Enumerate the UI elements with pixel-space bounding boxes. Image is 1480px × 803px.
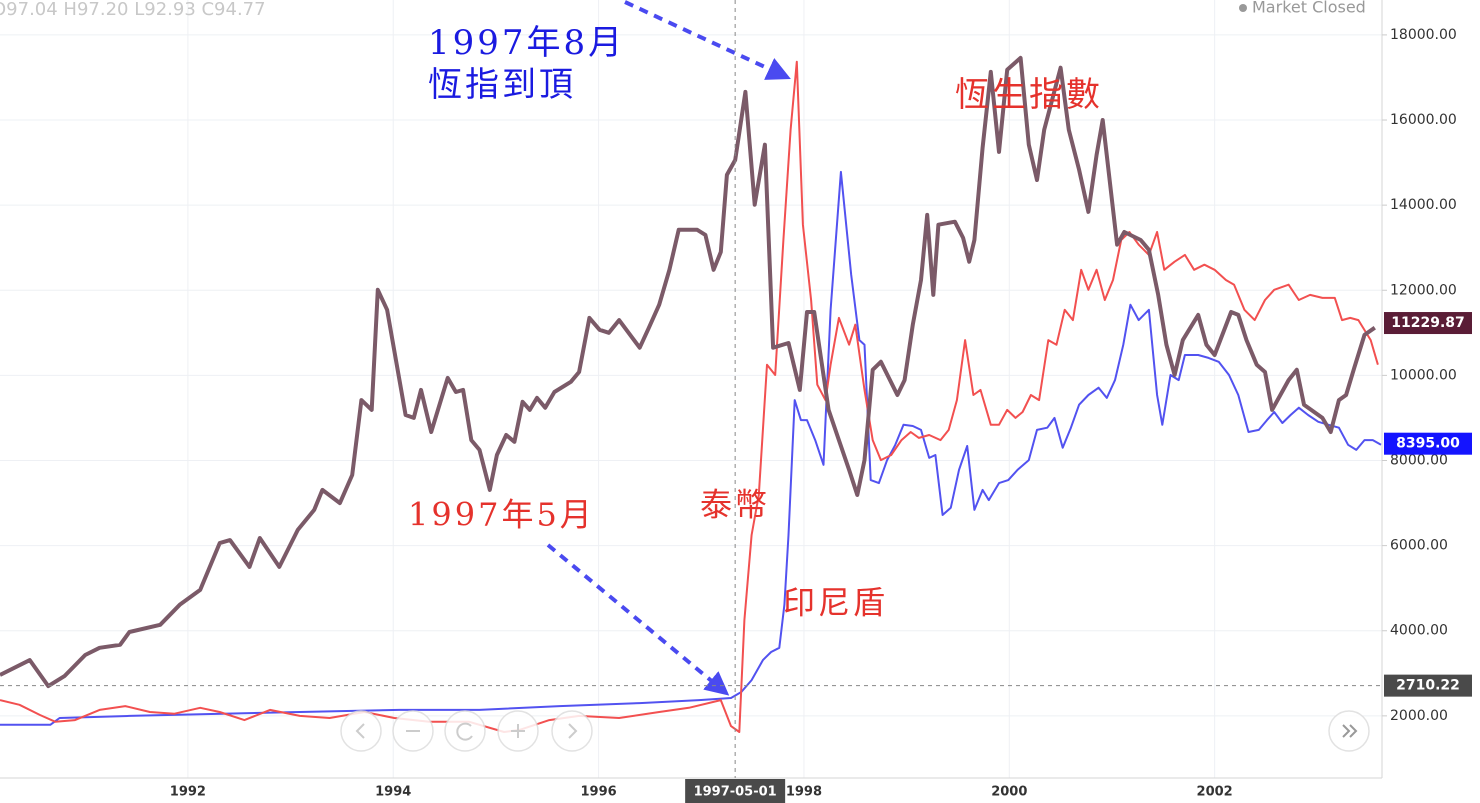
arrow xyxy=(624,0,791,80)
icon xyxy=(568,723,578,739)
crosshair-y-label: 2710.22 xyxy=(1396,678,1460,694)
series-line xyxy=(0,55,1376,689)
x-tick-label: 2000 xyxy=(991,785,1027,800)
icon xyxy=(355,723,365,739)
scroll-left-button[interactable] xyxy=(340,710,382,752)
icon xyxy=(456,722,473,741)
x-tick-label: 1996 xyxy=(580,785,616,800)
grid xyxy=(0,0,1382,778)
price-tag-box xyxy=(1384,312,1472,335)
y-tick-label: 4000.00 xyxy=(1390,623,1448,639)
y-tick-label: 18000.00 xyxy=(1390,27,1457,43)
x-tick-label: 1994 xyxy=(375,785,411,800)
y-tick-label: 8000.00 xyxy=(1390,453,1448,469)
nav-buttons xyxy=(340,710,1370,752)
annotation: 1997年5月 xyxy=(408,496,595,534)
crosshair-y-box xyxy=(1384,674,1472,697)
y-tick-label: 10000.00 xyxy=(1390,367,1457,383)
x-tick-label: 1998 xyxy=(786,785,822,800)
annotation: 1997年8月 xyxy=(428,23,625,63)
ohlc-legend: O97.04 H97.20 L92.93 C94.77 xyxy=(0,0,266,20)
price-tag-box xyxy=(1384,432,1472,455)
scroll-right-button[interactable] xyxy=(551,710,593,752)
x-tick-label: 2002 xyxy=(1197,785,1233,800)
y-tick-label: 14000.00 xyxy=(1390,197,1457,213)
y-tick-label: 12000.00 xyxy=(1390,282,1457,298)
y-tick-label: 16000.00 xyxy=(1390,112,1457,128)
crosshair-x-box xyxy=(685,779,786,803)
reset-button[interactable] xyxy=(444,710,486,752)
series-line xyxy=(0,170,1382,726)
annotation: 泰幣 xyxy=(700,486,770,524)
market-status: Market Closed xyxy=(1252,0,1366,17)
arrow xyxy=(546,543,730,696)
y-tick-label: 6000.00 xyxy=(1390,538,1448,554)
annotation: 恆生指數 xyxy=(955,75,1103,115)
icon xyxy=(1342,724,1358,738)
annotation: 印尼盾 xyxy=(783,584,888,622)
annotation: 恆指到頂 xyxy=(428,65,576,105)
status-dot xyxy=(1239,4,1247,12)
y-tick-label: 2000.00 xyxy=(1390,708,1448,724)
icon xyxy=(511,724,525,738)
x-tick-label: 1992 xyxy=(170,785,206,800)
crosshair-x-label: 1997-05-01 xyxy=(694,785,777,800)
price-tag-label: 11229.87 xyxy=(1391,315,1465,331)
price-tag-label: 8395.00 xyxy=(1396,436,1460,452)
